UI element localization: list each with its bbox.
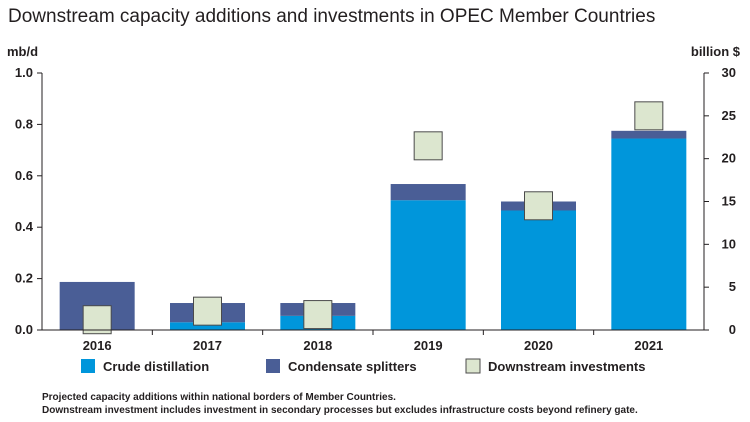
x-tick-label: 2020 <box>524 338 553 353</box>
legend-swatch-investments <box>465 358 481 374</box>
y-tick-label: 0.6 <box>15 168 33 183</box>
y-tick-label: 0.2 <box>15 271 33 286</box>
bar-crude-distillation-2017 <box>170 322 245 330</box>
y-tick-label: 0.8 <box>15 116 33 131</box>
y2-tick-label: 10 <box>722 236 736 251</box>
x-tick-label: 2019 <box>414 338 443 353</box>
marker-downstream-investment-2018 <box>303 300 333 330</box>
y2-tick-label: 5 <box>729 279 736 294</box>
legend-label-investments: Downstream investments <box>488 359 646 374</box>
y-axis-label: mb/d <box>7 44 38 59</box>
y2-tick-label: 25 <box>722 108 736 123</box>
bars <box>59 130 687 330</box>
marker-downstream-investment-2021 <box>634 101 664 131</box>
legend-swatch-crude <box>81 359 95 373</box>
x-tick-label: 2016 <box>83 338 112 353</box>
y2-tick-label: 0 <box>729 322 736 337</box>
bar-crude-distillation-2019 <box>390 200 466 330</box>
bar-condensate-splitters-2019 <box>390 184 466 201</box>
marker-downstream-investment-2019 <box>413 131 443 161</box>
marker-downstream-investment-2020 <box>524 191 553 221</box>
y-tick-label: 0.0 <box>15 322 33 337</box>
legend-label-crude: Crude distillation <box>103 359 209 374</box>
x-axis: 2016 2017 2018 2019 2020 2021 <box>83 330 663 353</box>
footnote-2: Downstream investment includes investmen… <box>42 405 638 416</box>
y2-axis-label: billion $ <box>691 44 741 59</box>
marker-downstream-investment-2016 <box>82 305 112 335</box>
y2-axis: 0 5 10 15 20 25 30 <box>704 65 736 337</box>
marker-downstream-investment-2017 <box>193 296 222 326</box>
y-axis: 0.0 0.2 0.4 0.6 0.8 1.0 <box>15 65 42 337</box>
footnote-1: Projected capacity additions within nati… <box>42 392 396 403</box>
x-tick-label: 2021 <box>634 338 663 353</box>
y2-tick-label: 30 <box>722 65 736 80</box>
chart-title: Downstream capacity additions and invest… <box>8 6 655 27</box>
legend: Crude distillation Condensate splitters … <box>81 358 646 374</box>
y2-tick-label: 20 <box>722 151 736 166</box>
y-tick-label: 1.0 <box>15 65 33 80</box>
bar-crude-distillation-2021 <box>611 138 687 330</box>
bar-crude-distillation-2020 <box>501 210 576 330</box>
investment-markers <box>82 101 664 335</box>
x-tick-label: 2017 <box>193 338 222 353</box>
y2-tick-label: 15 <box>722 194 736 209</box>
legend-label-condensate: Condensate splitters <box>288 359 417 374</box>
y-tick-label: 0.4 <box>15 219 34 234</box>
bar-condensate-splitters-2021 <box>611 130 687 139</box>
legend-swatch-condensate <box>266 359 280 373</box>
axes <box>41 73 705 331</box>
x-tick-label: 2018 <box>303 338 332 353</box>
